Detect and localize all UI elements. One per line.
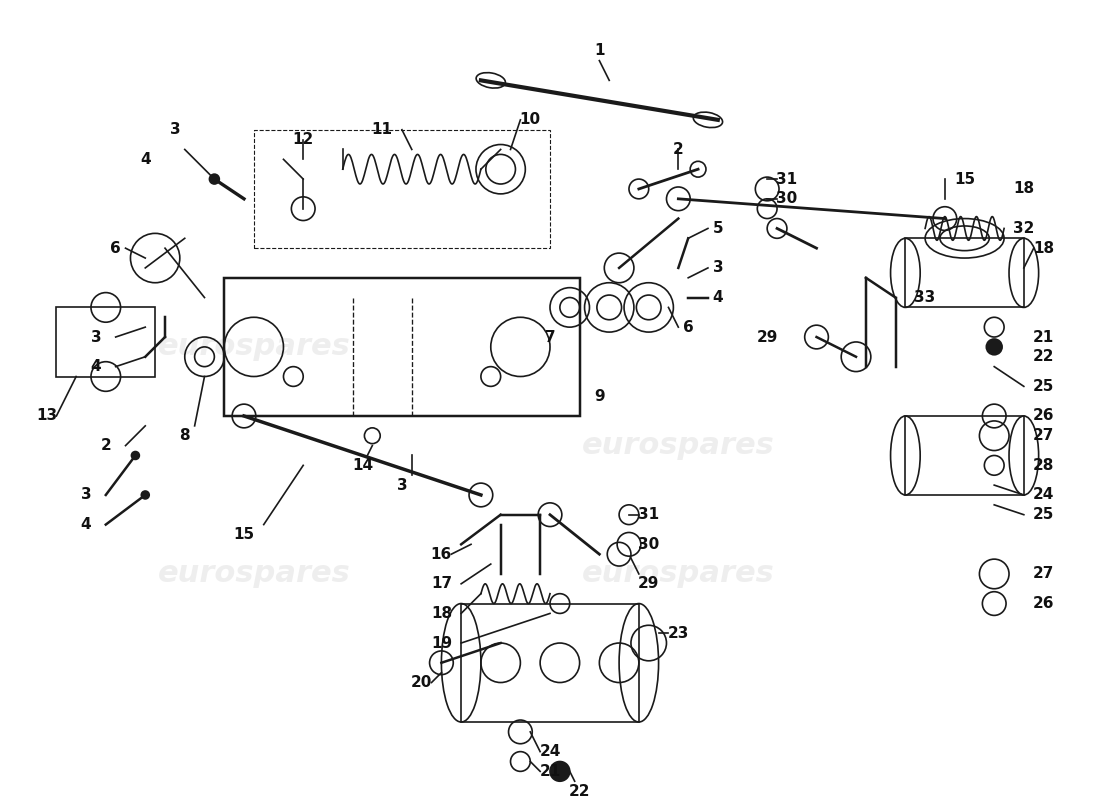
- Bar: [461, 603, 639, 722]
- Text: 13: 13: [36, 409, 57, 423]
- Bar: [254, 130, 550, 248]
- Text: 8: 8: [179, 428, 190, 443]
- Text: 33: 33: [914, 290, 936, 305]
- Text: 30: 30: [777, 191, 797, 206]
- Text: 4: 4: [80, 517, 91, 532]
- Circle shape: [987, 339, 1002, 354]
- Text: 26: 26: [1033, 409, 1054, 423]
- Text: 10: 10: [519, 112, 541, 127]
- Text: 21: 21: [539, 764, 561, 779]
- Text: 29: 29: [638, 576, 659, 591]
- Circle shape: [141, 491, 150, 499]
- Text: 23: 23: [668, 626, 689, 641]
- Text: 18: 18: [1013, 182, 1034, 197]
- Text: 24: 24: [1033, 487, 1054, 502]
- Circle shape: [284, 366, 304, 386]
- Text: 18: 18: [1033, 241, 1054, 256]
- Text: eurospares: eurospares: [157, 559, 350, 589]
- Text: 25: 25: [1033, 507, 1054, 522]
- Text: 7: 7: [544, 330, 556, 345]
- Circle shape: [481, 366, 500, 386]
- Text: 2: 2: [673, 142, 684, 157]
- Text: 22: 22: [569, 784, 591, 798]
- Text: 22: 22: [1033, 350, 1054, 364]
- Text: 18: 18: [431, 606, 452, 621]
- Text: eurospares: eurospares: [157, 332, 350, 362]
- Text: 30: 30: [638, 537, 659, 552]
- Text: 4: 4: [90, 359, 101, 374]
- Text: 2: 2: [100, 438, 111, 453]
- Text: 5: 5: [713, 221, 723, 236]
- Bar: [905, 238, 1024, 307]
- Bar: [905, 416, 1024, 495]
- Text: 3: 3: [713, 261, 723, 275]
- Text: 9: 9: [594, 389, 605, 404]
- Text: 24: 24: [539, 744, 561, 759]
- Text: 4: 4: [140, 152, 151, 167]
- Text: 4: 4: [713, 290, 723, 305]
- Text: 19: 19: [431, 635, 452, 650]
- Text: eurospares: eurospares: [582, 431, 774, 460]
- Text: 20: 20: [411, 675, 432, 690]
- Circle shape: [550, 762, 570, 782]
- Text: 29: 29: [757, 330, 778, 345]
- Text: 32: 32: [1013, 221, 1034, 236]
- Text: 25: 25: [1033, 379, 1054, 394]
- Text: 3: 3: [397, 478, 407, 493]
- Text: 14: 14: [352, 458, 373, 473]
- Text: 11: 11: [372, 122, 393, 138]
- Text: 31: 31: [777, 171, 797, 186]
- Bar: [56, 307, 155, 377]
- Text: 1: 1: [594, 43, 605, 58]
- Text: 3: 3: [90, 330, 101, 345]
- Text: 21: 21: [1033, 330, 1054, 345]
- Text: 27: 27: [1033, 428, 1054, 443]
- Text: 3: 3: [80, 487, 91, 502]
- Circle shape: [617, 533, 641, 556]
- Text: 15: 15: [954, 171, 976, 186]
- Text: 6: 6: [683, 320, 694, 334]
- Text: 31: 31: [638, 507, 659, 522]
- Text: 28: 28: [1033, 458, 1054, 473]
- Text: 27: 27: [1033, 566, 1054, 582]
- Text: 17: 17: [431, 576, 452, 591]
- Text: 3: 3: [169, 122, 180, 138]
- Text: 12: 12: [293, 132, 314, 147]
- Bar: [224, 278, 580, 416]
- Circle shape: [364, 428, 381, 444]
- Circle shape: [209, 174, 219, 184]
- Circle shape: [131, 451, 140, 459]
- Text: 6: 6: [110, 241, 121, 256]
- Text: 16: 16: [431, 546, 452, 562]
- Text: 26: 26: [1033, 596, 1054, 611]
- Text: eurospares: eurospares: [582, 559, 774, 589]
- Text: 15: 15: [233, 527, 254, 542]
